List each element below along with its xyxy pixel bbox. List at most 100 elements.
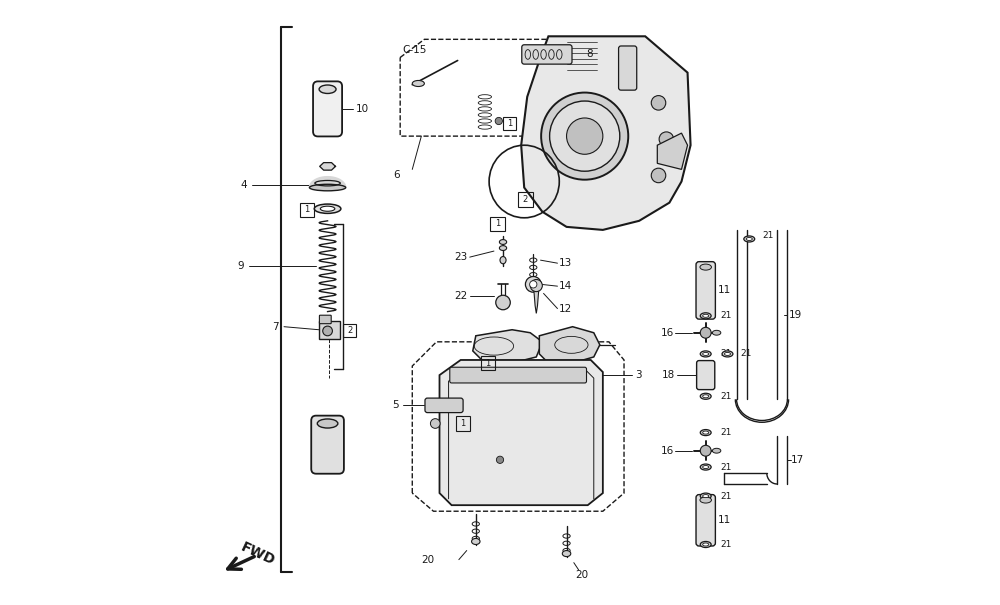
Text: 21: 21	[721, 428, 732, 437]
FancyBboxPatch shape	[619, 46, 637, 90]
FancyBboxPatch shape	[425, 398, 463, 413]
Ellipse shape	[700, 393, 711, 399]
Text: 14: 14	[559, 281, 573, 291]
Text: 21: 21	[762, 232, 773, 240]
Text: 21: 21	[721, 492, 732, 500]
Text: 2: 2	[347, 326, 352, 335]
Ellipse shape	[703, 395, 709, 398]
Circle shape	[496, 456, 504, 463]
Text: 20: 20	[576, 570, 589, 580]
Text: 1: 1	[485, 359, 491, 367]
Circle shape	[567, 118, 603, 154]
Bar	[490, 217, 505, 231]
Circle shape	[496, 295, 510, 310]
Ellipse shape	[724, 352, 731, 356]
Ellipse shape	[320, 206, 335, 211]
Ellipse shape	[703, 543, 709, 546]
Ellipse shape	[700, 430, 711, 436]
Ellipse shape	[317, 419, 338, 428]
Polygon shape	[521, 36, 691, 230]
Ellipse shape	[472, 538, 480, 544]
Bar	[481, 356, 495, 370]
Text: 5: 5	[392, 401, 398, 410]
Ellipse shape	[700, 493, 711, 499]
Text: 7: 7	[273, 322, 279, 332]
Polygon shape	[309, 177, 346, 188]
FancyBboxPatch shape	[522, 45, 572, 64]
Text: 11: 11	[718, 515, 731, 525]
Ellipse shape	[703, 352, 709, 356]
Polygon shape	[534, 290, 539, 313]
Text: 21: 21	[721, 312, 732, 320]
Polygon shape	[473, 330, 542, 363]
Text: 1: 1	[460, 419, 466, 428]
Text: 6: 6	[394, 171, 400, 180]
Polygon shape	[320, 163, 335, 170]
Text: 21: 21	[721, 463, 732, 471]
Text: 9: 9	[237, 261, 244, 271]
Text: 16: 16	[661, 328, 674, 338]
Text: 21: 21	[741, 350, 752, 358]
FancyBboxPatch shape	[313, 82, 342, 137]
Ellipse shape	[712, 448, 721, 453]
Ellipse shape	[319, 85, 336, 94]
Text: 21: 21	[721, 540, 732, 549]
Polygon shape	[657, 133, 688, 169]
Text: C-15: C-15	[402, 45, 426, 54]
Text: 22: 22	[455, 292, 468, 301]
Text: 18: 18	[662, 370, 675, 380]
FancyBboxPatch shape	[697, 361, 715, 390]
Circle shape	[659, 132, 674, 146]
Circle shape	[700, 327, 711, 338]
Ellipse shape	[703, 315, 709, 317]
Circle shape	[651, 96, 666, 110]
Text: 8: 8	[587, 50, 593, 59]
Text: 16: 16	[661, 446, 674, 456]
Ellipse shape	[499, 240, 507, 244]
Ellipse shape	[700, 313, 711, 319]
Ellipse shape	[412, 80, 424, 87]
Text: 1: 1	[304, 206, 310, 214]
FancyBboxPatch shape	[319, 315, 331, 324]
Circle shape	[700, 445, 711, 456]
Text: 21: 21	[721, 392, 732, 401]
Circle shape	[530, 281, 537, 288]
Circle shape	[530, 280, 542, 292]
Ellipse shape	[703, 431, 709, 434]
Ellipse shape	[562, 551, 571, 557]
Ellipse shape	[500, 257, 506, 264]
Text: 3: 3	[635, 370, 642, 380]
Text: 2: 2	[523, 195, 528, 204]
Ellipse shape	[703, 466, 709, 468]
Ellipse shape	[499, 246, 507, 250]
Circle shape	[430, 419, 440, 428]
Circle shape	[495, 117, 502, 125]
Polygon shape	[440, 360, 603, 505]
FancyBboxPatch shape	[696, 262, 715, 319]
Text: 12: 12	[559, 304, 573, 313]
Bar	[343, 324, 356, 337]
Ellipse shape	[746, 238, 752, 241]
Text: 11: 11	[718, 286, 731, 295]
Ellipse shape	[309, 185, 346, 191]
Circle shape	[525, 276, 541, 292]
FancyBboxPatch shape	[450, 367, 587, 383]
Bar	[503, 117, 516, 130]
Text: 20: 20	[422, 555, 435, 564]
Text: FWD: FWD	[239, 540, 277, 567]
Ellipse shape	[700, 541, 711, 548]
FancyBboxPatch shape	[696, 495, 715, 546]
Circle shape	[651, 168, 666, 183]
Text: 21: 21	[721, 350, 732, 358]
Ellipse shape	[314, 204, 341, 214]
Ellipse shape	[700, 264, 711, 270]
Text: 10: 10	[356, 104, 369, 114]
Text: 1: 1	[507, 119, 512, 128]
Ellipse shape	[700, 351, 711, 357]
Text: 17: 17	[791, 455, 804, 465]
Ellipse shape	[700, 464, 711, 470]
Text: 4: 4	[240, 180, 247, 189]
Circle shape	[550, 101, 620, 171]
Polygon shape	[539, 327, 600, 363]
Ellipse shape	[712, 330, 721, 335]
